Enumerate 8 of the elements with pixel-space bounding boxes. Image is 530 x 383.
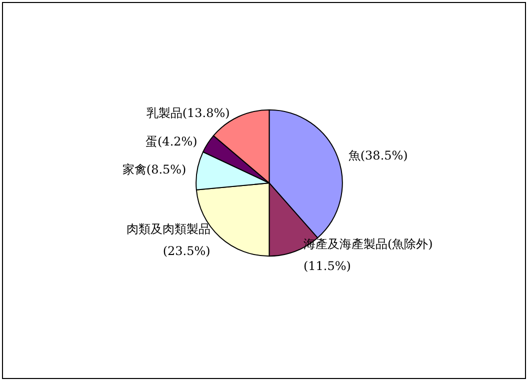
data-label: (11.5%) xyxy=(303,259,351,274)
slice-label: 魚(38.5%) xyxy=(348,148,408,163)
slice-label: 家禽(8.5%) xyxy=(122,162,186,177)
data-label: (23.5%) xyxy=(162,244,210,258)
slice-label: 乳製品(13.8%) xyxy=(146,106,230,120)
slice-label: 海產及海產製品(魚除外) xyxy=(303,237,433,252)
slice-label: 蛋(4.2%) xyxy=(146,134,198,148)
slice-label: 肉類及肉類製品 xyxy=(126,222,210,236)
